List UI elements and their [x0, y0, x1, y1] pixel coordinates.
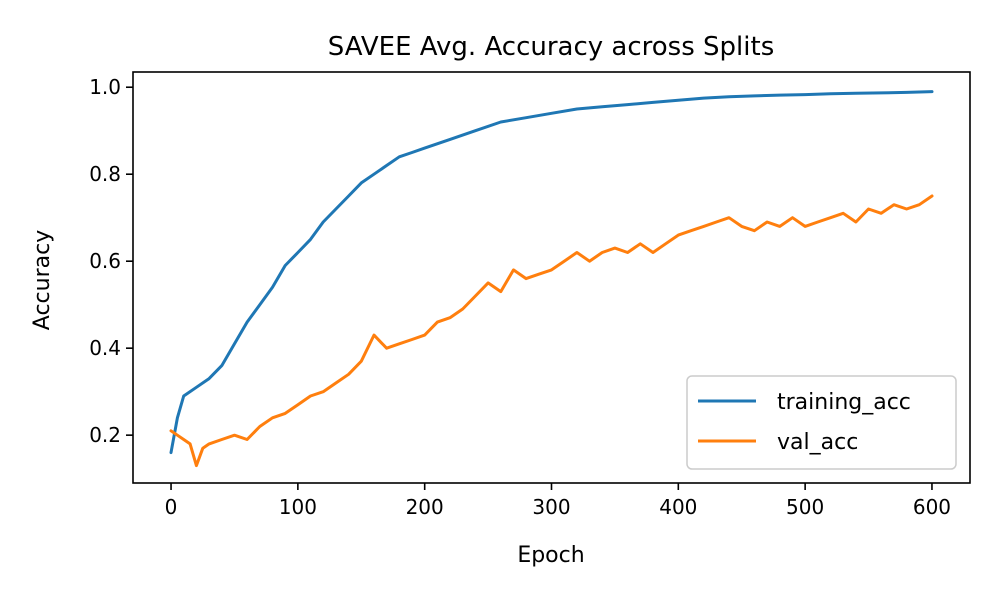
y-tick-label: 0.6 [89, 249, 121, 273]
y-tick-label: 0.8 [89, 162, 121, 186]
y-tick-label: 0.4 [89, 336, 121, 360]
y-tick-label: 0.2 [89, 423, 121, 447]
x-tick-label: 600 [913, 495, 951, 519]
x-tick-label: 100 [279, 495, 317, 519]
series-layer [169, 90, 934, 468]
legend-box [686, 375, 957, 470]
y-axis-ticks: 0.2 0.4 0.6 0.8 1.0 [89, 75, 133, 447]
legend: training_acc val_acc [686, 375, 957, 470]
x-tick-label: 400 [659, 495, 697, 519]
chart-title: SAVEE Avg. Accuracy across Splits [328, 32, 774, 62]
x-axis-label: Epoch [517, 543, 584, 568]
x-axis-ticks: 0 100 200 300 400 500 600 [165, 483, 951, 519]
x-tick-label: 200 [406, 495, 444, 519]
x-tick-label: 0 [165, 495, 178, 519]
y-tick-label: 1.0 [89, 75, 121, 99]
series-line-val-acc [169, 194, 934, 468]
y-axis-label: Accuracy [30, 230, 55, 330]
legend-label-val-acc: val_acc [777, 430, 858, 455]
x-tick-label: 500 [786, 495, 824, 519]
x-tick-label: 300 [532, 495, 570, 519]
legend-label-training-acc: training_acc [777, 390, 911, 415]
series-line-training-acc [169, 90, 934, 455]
